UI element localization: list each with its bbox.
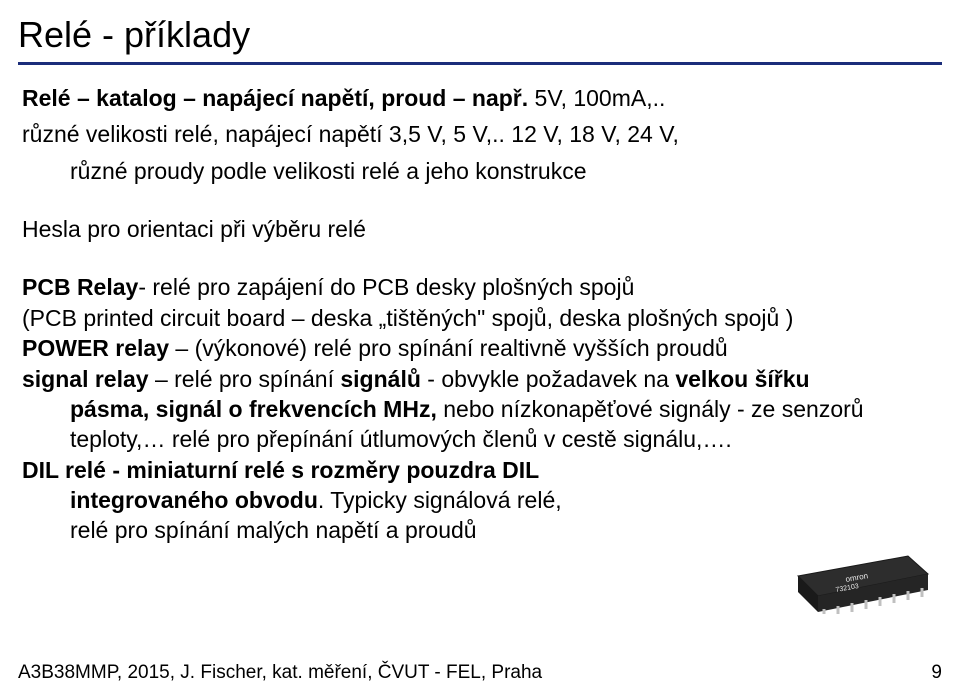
dil-relay-icon: omron 732103 xyxy=(774,536,934,614)
footer: A3B38MMP, 2015, J. Fischer, kat. měření,… xyxy=(18,662,942,684)
page-title: Relé - příklady xyxy=(18,14,942,56)
catalog-bold: Relé – katalog – napájecí napětí, proud … xyxy=(22,85,528,111)
pcb-relay-text: - relé pro zapájení do PCB desky plošnýc… xyxy=(138,274,634,300)
pcb-relay-label: PCB Relay xyxy=(22,274,138,300)
dil-bold-2: DIL xyxy=(502,457,539,483)
signal-text-1: – relé pro spínání xyxy=(149,366,341,392)
footer-left: A3B38MMP, 2015, J. Fischer, kat. měření,… xyxy=(18,662,542,684)
footer-page-number: 9 xyxy=(931,662,942,684)
line-hesla: Hesla pro orientaci při výběru relé xyxy=(22,214,938,244)
content-area: Relé – katalog – napájecí napětí, proud … xyxy=(0,83,960,546)
signal-bold-sirku: velkou šířku xyxy=(675,366,809,392)
dil-bold-3: integrovaného obvodu xyxy=(70,487,318,513)
power-line: POWER relay – (výkonové) relé pro spínán… xyxy=(22,333,938,363)
catalog-tail: 5V, 100mA,.. xyxy=(528,85,665,111)
line-currents: různé proudy podle velikosti relé a jeho… xyxy=(22,156,938,186)
line-sizes: různé velikosti relé, napájecí napětí 3,… xyxy=(22,119,938,149)
signal-text-2: - obvykle požadavek na xyxy=(421,366,675,392)
signal-line3: teploty,… relé pro přepínání útlumových … xyxy=(22,424,938,454)
dil-line2: integrovaného obvodu. Typicky signálová … xyxy=(22,485,938,515)
line-catalog: Relé – katalog – napájecí napětí, proud … xyxy=(22,83,938,113)
title-underline xyxy=(18,62,942,65)
signal-text-3: nebo nízkonapěťové signály - ze senzorů xyxy=(437,396,864,422)
signal-bold-pasma: pásma, signál o frekvencích MHz, xyxy=(70,396,437,422)
dil-text-1: . Typicky signálová relé, xyxy=(318,487,562,513)
signal-line2: pásma, signál o frekvencích MHz, nebo ní… xyxy=(22,394,938,424)
dil-bold-1: DIL relé - miniaturní relé s rozměry pou… xyxy=(22,457,502,483)
power-relay-text: – (výkonové) relé pro spínání realtivně … xyxy=(169,335,728,361)
dil-line1: DIL relé - miniaturní relé s rozměry pou… xyxy=(22,455,938,485)
signal-bold-signalu: signálů xyxy=(340,366,421,392)
pcb-line2: (PCB printed circuit board – deska „tišt… xyxy=(22,303,938,333)
power-relay-label: POWER relay xyxy=(22,335,169,361)
pcb-line1: PCB Relay- relé pro zapájení do PCB desk… xyxy=(22,272,938,302)
signal-relay-label: signal relay xyxy=(22,366,149,392)
signal-line1: signal relay – relé pro spínání signálů … xyxy=(22,364,938,394)
